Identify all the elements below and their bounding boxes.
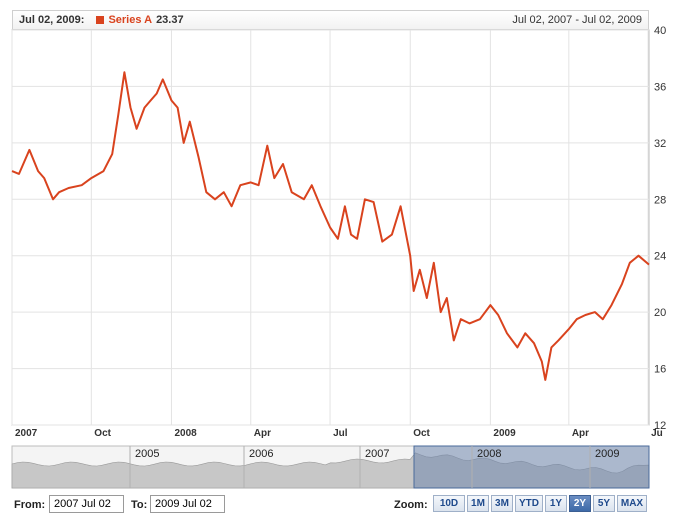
x-tick-label: Oct	[413, 428, 430, 439]
series-value-label: 23.37	[156, 14, 184, 26]
zoom-button-max[interactable]: MAX	[617, 495, 647, 512]
navigator[interactable]: 2005 2006 2007 2008 2009	[0, 444, 689, 490]
x-tick-label: Jul	[333, 428, 348, 439]
navigator-year-label: 2007	[365, 448, 389, 460]
date-range-label: Jul 02, 2007 - Jul 02, 2009	[512, 14, 642, 26]
x-tick-label: Oct	[94, 428, 111, 439]
from-label: From:	[14, 499, 46, 511]
to-date-input[interactable]	[150, 495, 225, 513]
x-tick-label: Apr	[254, 428, 271, 439]
x-tick-label: 2007	[15, 428, 38, 439]
series-line	[11, 71, 650, 381]
x-tick-label: Apr	[572, 428, 589, 439]
zoom-button-2y[interactable]: 2Y	[569, 495, 591, 512]
x-tick-label: 2009	[493, 428, 516, 439]
navigator-selection	[413, 445, 650, 489]
zoom-button-3m[interactable]: 3M	[491, 495, 513, 512]
series-name-label: Series A	[108, 14, 153, 26]
x-tick-label: 2008	[174, 428, 197, 439]
zoom-button-5y[interactable]: 5Y	[593, 495, 615, 512]
zoom-button-ytd[interactable]: YTD	[515, 495, 543, 512]
hover-date-label: Jul 02, 2009:	[19, 14, 85, 26]
zoom-button-10d[interactable]: 10D	[433, 495, 465, 512]
navigator-year-label: 2006	[249, 448, 273, 460]
y-tick-label: 36	[654, 81, 666, 93]
zoom-button-1m[interactable]: 1M	[467, 495, 489, 512]
navigator-year-label: 2008	[477, 448, 501, 460]
series-color-marker	[96, 16, 105, 24]
x-tick-label: Ju	[651, 428, 663, 439]
to-label: To:	[131, 499, 148, 511]
y-tick-label: 32	[654, 138, 666, 150]
navigator-year-label: 2005	[135, 448, 159, 460]
y-tick-label: 40	[654, 25, 666, 37]
y-tick-label: 20	[654, 307, 666, 319]
zoom-button-1y[interactable]: 1Y	[545, 495, 567, 512]
series-layer	[11, 71, 650, 381]
from-date-input[interactable]	[49, 495, 124, 513]
y-tick-label: 16	[654, 364, 666, 376]
y-tick-label: 28	[654, 194, 666, 206]
y-axis: 12 16 20 24 28 32 36 40	[654, 25, 666, 432]
y-tick-label: 24	[654, 251, 666, 263]
navigator-year-label: 2009	[595, 448, 619, 460]
y-tick-label: 12	[654, 420, 666, 432]
x-axis: 2007 Oct 2008 Apr Jul Oct 2009 Apr Ju	[15, 428, 663, 439]
zoom-label: Zoom:	[394, 499, 428, 511]
